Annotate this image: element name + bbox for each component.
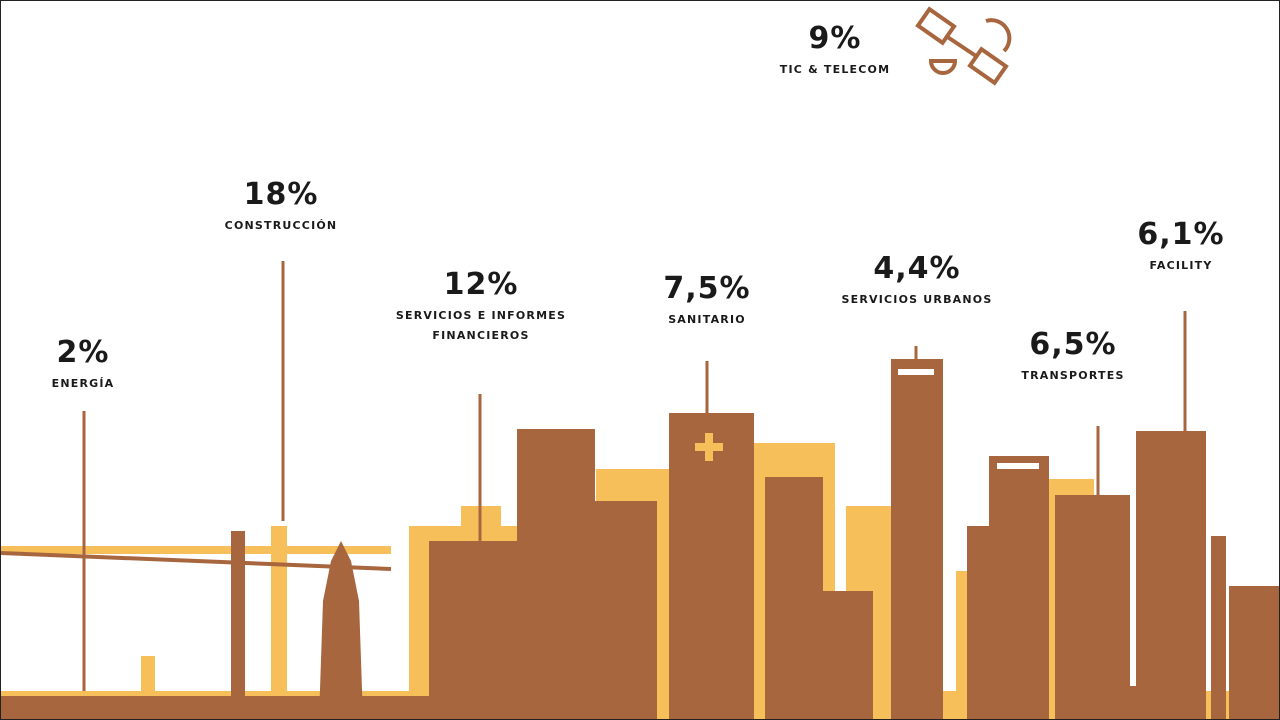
sector-name: SERVICIOS URBANOS <box>841 293 993 306</box>
sector-percent: 12% <box>443 267 519 302</box>
details <box>695 369 1039 469</box>
sector-name: SANITARIO <box>668 313 746 326</box>
sector-name: TRANSPORTES <box>1021 369 1125 382</box>
sector-name: CONSTRUCCIÓN <box>224 219 338 232</box>
foreground-buildings <box>1 359 1279 719</box>
sector-percent: 2% <box>56 335 110 370</box>
sector-percent: 18% <box>243 177 319 212</box>
sector-label: 6,1% FACILITY <box>1101 217 1261 276</box>
sector-percent: 6,1% <box>1137 217 1225 252</box>
satellite-icon <box>915 6 1012 86</box>
sector-label: 4,4% SERVICIOS URBANOS <box>807 251 1027 310</box>
sector-label: 2% ENERGÍA <box>3 335 163 394</box>
sector-label: 18% CONSTRUCCIÓN <box>181 177 381 236</box>
sector-name: FACILITY <box>1149 259 1213 272</box>
sector-name: SERVICIOS E INFORMES FINANCIEROS <box>395 309 567 342</box>
sector-label: 9% TIC & TELECOM <box>735 21 935 80</box>
sector-percent: 4,4% <box>873 251 961 286</box>
sector-label: 6,5% TRANSPORTES <box>993 327 1153 386</box>
sector-name: ENERGÍA <box>51 377 115 390</box>
sector-label: 12% SERVICIOS E INFORMES FINANCIEROS <box>371 267 591 346</box>
sector-name: TIC & TELECOM <box>779 63 891 76</box>
poles <box>1 261 1187 691</box>
sector-percent: 6,5% <box>1029 327 1117 362</box>
sector-label: 7,5% SANITARIO <box>627 271 787 330</box>
sector-percent: 9% <box>808 21 862 56</box>
sector-percent: 7,5% <box>663 271 751 306</box>
